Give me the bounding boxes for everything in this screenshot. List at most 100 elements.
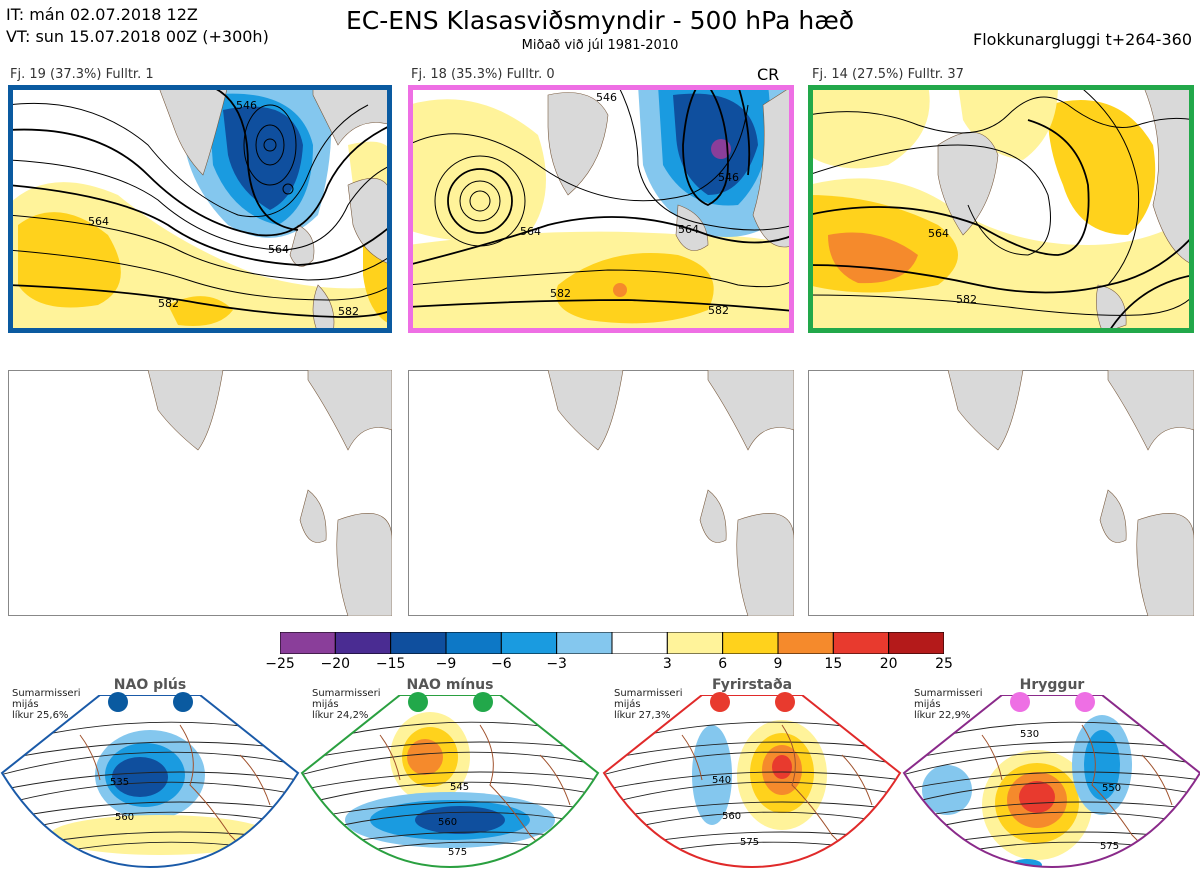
colorbar-tick-label: 20 [879, 656, 898, 672]
regime-note-line: líkur 27,3% [614, 710, 671, 721]
panel-border [808, 85, 1194, 333]
anomaly-blob [772, 755, 792, 779]
anomaly-blob [112, 757, 168, 797]
anomaly-blob [922, 765, 972, 815]
regime-note-line: Sumarmisseri [914, 688, 983, 699]
regime-map: 540 560 575 [602, 695, 902, 869]
colorbar-tick-label: 9 [773, 656, 783, 672]
regime-border [902, 695, 1200, 869]
colorbar-tick-label: −20 [320, 656, 351, 672]
regime-dot [108, 692, 128, 712]
colorbar-swatch [611, 632, 668, 654]
contour-label: 560 [722, 811, 741, 822]
colorbar-swatch [390, 632, 447, 654]
height-contour [2, 801, 298, 821]
contour-label: 582 [550, 287, 571, 300]
height-contour [302, 751, 598, 776]
colorbar-tick-label: −9 [435, 656, 457, 672]
contour-label: 530 [1020, 729, 1039, 740]
contour-label: 564 [520, 225, 541, 238]
colorbar-swatch [500, 632, 558, 654]
regime-border [0, 695, 300, 869]
cluster-map-1[interactable]: 546 564 564 582 582 [8, 85, 392, 333]
height-contour [904, 771, 1200, 791]
contour-label: 540 [712, 775, 731, 786]
colorbar-swatch [832, 632, 890, 654]
empty-map-2 [408, 370, 794, 616]
colorbar-swatch [666, 632, 724, 654]
contour-label: 582 [708, 304, 729, 317]
colorbar-swatch [777, 632, 834, 654]
regime-dot [775, 692, 795, 712]
regime-note-line: Sumarmisseri [12, 688, 81, 699]
height-contour [2, 771, 298, 791]
contour-label: 582 [956, 293, 977, 306]
regime-dot [1010, 692, 1030, 712]
height-contour [302, 801, 598, 821]
height-contours [408, 85, 794, 312]
land-mask [937, 85, 1194, 333]
height-contour [302, 771, 598, 791]
contour-label: 582 [338, 305, 359, 318]
height-contour [302, 741, 598, 761]
regime-map: 545 560 575 [300, 695, 600, 869]
height-contour [604, 781, 900, 806]
contour-label: 575 [1100, 841, 1119, 852]
height-contour [604, 801, 900, 821]
height-contour [2, 751, 298, 776]
valid-time: VT: sun 15.07.2018 00Z (+300h) [6, 27, 269, 46]
regime-dot [473, 692, 493, 712]
height-contour [604, 751, 900, 776]
regime-title: NAO mínus [406, 677, 494, 693]
cluster-map-2[interactable]: 546 546 564 564 582 582 [408, 85, 794, 333]
colorbar-tick-label: −3 [546, 656, 567, 672]
height-contour [2, 781, 298, 806]
colorbar-swatch [888, 632, 944, 654]
regime-border [300, 695, 600, 869]
anomaly-blob [415, 806, 505, 834]
regime-note-line: mijás [614, 699, 641, 710]
cluster-map-3[interactable]: 564 582 [808, 85, 1194, 333]
contour-label: 575 [448, 847, 467, 858]
panel-label-1: Fj. 19 (37.3%) Fulltr. 1 [10, 67, 154, 82]
height-contour [604, 741, 900, 761]
contour-label: 564 [928, 227, 949, 240]
contour-label: 535 [110, 777, 129, 788]
regime-dot [710, 692, 730, 712]
colorbar-tick-label: 15 [824, 656, 843, 672]
regime-title: Hryggur [1019, 677, 1085, 693]
regime-title: Fyrirstaða [711, 677, 793, 693]
page-title: EC-ENS Klasasviðsmyndir - 500 hPa hæð [345, 6, 855, 35]
contour-label: 560 [115, 812, 134, 823]
page-subtitle: Miðað við júl 1981-2010 [521, 38, 679, 53]
regime-dot [1075, 692, 1095, 712]
colorbar-swatch [445, 632, 502, 654]
contour-label: 546 [596, 91, 617, 104]
height-contours [8, 85, 392, 318]
panel-label-2: Fj. 18 (35.3%) Fulltr. 0 [411, 67, 555, 82]
regime-note: Sumarmisseri mijás líkur 24,2% [312, 688, 380, 721]
regime-note-line: líkur 22,9% [914, 710, 971, 721]
regime-note-line: Sumarmisseri [614, 688, 683, 699]
contour-label: 575 [740, 837, 759, 848]
anomaly-blob [1019, 781, 1055, 813]
colorbar-tick-label: −6 [491, 656, 512, 672]
regime-note-line: mijás [914, 699, 941, 710]
panel-border [408, 85, 794, 333]
colorbar-swatch [722, 632, 779, 654]
initial-time: IT: mán 02.07.2018 12Z [6, 5, 198, 24]
regime-title: NAO plús [113, 677, 187, 693]
contour-label: 564 [88, 215, 109, 228]
panel-label-3: Fj. 14 (27.5%) Fulltr. 37 [812, 67, 964, 82]
colorbar-tick-label: −15 [375, 656, 406, 672]
colorbar-tick-label: 25 [935, 656, 953, 672]
height-contour [2, 741, 298, 761]
colorbar-swatch [280, 632, 336, 654]
regime-note: Sumarmisseri mijás líkur 25,6% [12, 688, 80, 721]
height-contour [604, 771, 900, 791]
regime-note-line: líkur 24,2% [312, 710, 369, 721]
anomaly-blob [50, 815, 270, 855]
panel-border [8, 85, 392, 333]
regime-note: Sumarmisseri mijás líkur 22,9% [914, 688, 982, 721]
contour-label: 546 [236, 99, 257, 112]
